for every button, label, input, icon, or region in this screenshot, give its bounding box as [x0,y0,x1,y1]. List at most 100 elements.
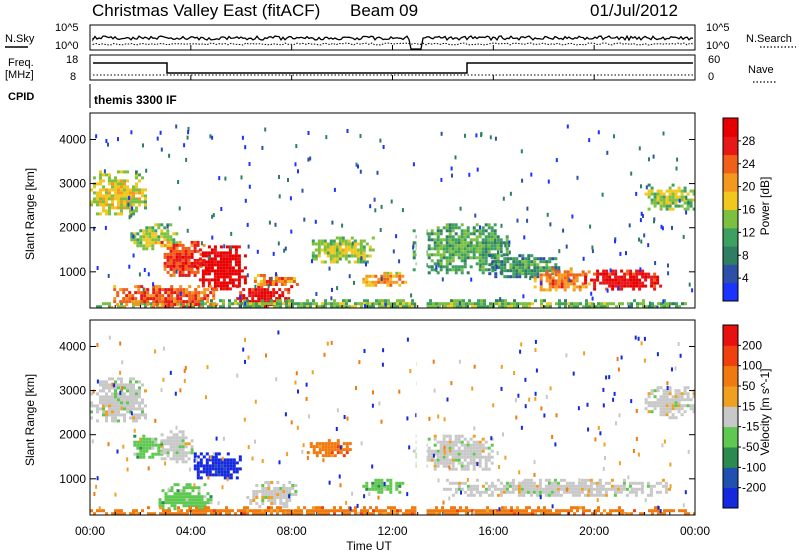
heatmap-cell [318,512,321,515]
heatmap-cell [145,247,149,251]
heatmap-cell [537,506,540,510]
heatmap-cell [277,280,281,283]
heatmap-cell [512,269,516,273]
heatmap-cell [481,226,485,230]
heatmap-cell [466,493,470,497]
heatmap-cell [383,271,387,275]
heatmap-cell [531,509,534,513]
heatmap-cell [211,473,215,477]
heatmap-cell [427,232,431,236]
heatmap-cell [145,238,149,242]
heatmap-cell [170,297,174,301]
heatmap-cell [475,229,479,233]
heatmap-cell [478,449,482,453]
heatmap-cell [203,483,207,487]
heatmap-cell [160,445,164,449]
heatmap-cell [128,215,131,220]
heatmap-cell [635,269,639,273]
heatmap-cell [99,395,102,399]
heatmap-cell [477,302,480,306]
heatmap-cell [114,509,117,513]
heatmap-cell [502,253,506,257]
heatmap-cell [324,509,327,513]
heatmap-cell [618,413,621,418]
heatmap-cell [469,256,473,260]
heatmap-cell [674,392,678,396]
heatmap-cell [344,251,348,255]
heatmap-cell [201,509,204,513]
heatmap-cell [554,263,558,267]
heatmap-cell [266,306,270,308]
heatmap-cell [478,493,482,497]
heatmap-cell [629,284,633,288]
heatmap-cell [219,275,223,279]
heatmap-cell [554,257,558,261]
heatmap-cell [219,245,223,249]
heatmap-cell [222,263,226,267]
heatmap-cell [219,266,223,270]
heatmap-cell [327,509,330,513]
heatmap-cell [560,285,564,289]
heatmap-cell [323,260,327,264]
heatmap-cell [557,273,561,277]
heatmap-cell [284,246,287,251]
heatmap-cell [442,458,446,462]
heatmap-cell [365,254,369,258]
heatmap-cell [122,291,126,295]
heatmap-cell [121,391,124,396]
heatmap-cell [638,284,642,288]
heatmap-cell [398,271,402,275]
heatmap-cell [595,493,599,497]
heatmap-cell [603,305,606,308]
heatmap-cell [96,194,99,198]
heatmap-cell [490,256,494,260]
heatmap-cell [321,506,324,510]
heatmap-cell [490,229,494,233]
heatmap-cell [187,249,191,253]
heatmap-cell [279,487,283,490]
heatmap-cell [327,439,331,443]
heatmap-cell [175,255,179,259]
x-tick-label: 12:00 [377,524,407,538]
heatmap-cell [384,299,387,303]
heatmap-cell [632,449,635,453]
heatmap-cell [186,228,189,233]
heatmap-cell [644,498,647,503]
heatmap-cell [138,512,141,515]
heatmap-cell [533,276,537,280]
heatmap-cell [398,259,401,264]
heatmap-cell [239,291,243,295]
heatmap-cell [161,501,165,505]
colorbar-segment [723,325,738,346]
heatmap-cell [182,504,186,508]
heatmap-cell [131,297,135,301]
heatmap-cell [540,406,543,411]
heatmap-cell [689,198,693,202]
heatmap-cell [660,512,663,515]
heatmap-cell [190,448,194,452]
heatmap-cell [529,490,533,494]
heatmap-cell [642,302,645,306]
heatmap-cell [504,506,507,510]
heatmap-cell [148,232,152,236]
heatmap-cell [333,187,336,192]
heatmap-cell [323,304,326,308]
heatmap-cell [618,506,621,510]
heatmap-cell [273,490,277,493]
heatmap-cell [278,294,282,298]
heatmap-cell [557,282,561,286]
heatmap-cell [207,281,211,285]
heatmap-cell [327,454,331,458]
heatmap-cell [478,247,482,251]
heatmap-cell [475,455,479,459]
heatmap-cell [99,188,102,192]
heatmap-cell [512,263,516,267]
heatmap-cell [246,496,250,499]
heatmap-cell [463,458,467,462]
heatmap-cell [132,197,135,201]
heatmap-cell [141,188,144,192]
heatmap-cell [338,251,342,255]
heatmap-cell [126,191,129,195]
heatmap-cell [677,410,681,414]
heatmap-cell [108,386,111,390]
